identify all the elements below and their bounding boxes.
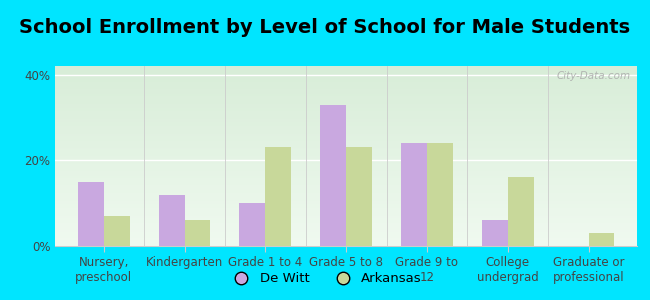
Bar [159,195,185,246]
Bar [239,203,265,246]
Bar [185,220,211,246]
Bar [482,220,508,246]
Bar [78,182,104,246]
Bar [508,177,534,246]
Bar [346,147,372,246]
Text: City-Data.com: City-Data.com [557,71,631,81]
Bar [265,147,291,246]
Bar [401,143,427,246]
Bar [104,216,129,246]
Bar [320,105,346,246]
Text: School Enrollment by Level of School for Male Students: School Enrollment by Level of School for… [20,18,630,37]
Bar [427,143,453,246]
Legend: De Witt, Arkansas: De Witt, Arkansas [223,267,427,290]
Bar [588,233,614,246]
